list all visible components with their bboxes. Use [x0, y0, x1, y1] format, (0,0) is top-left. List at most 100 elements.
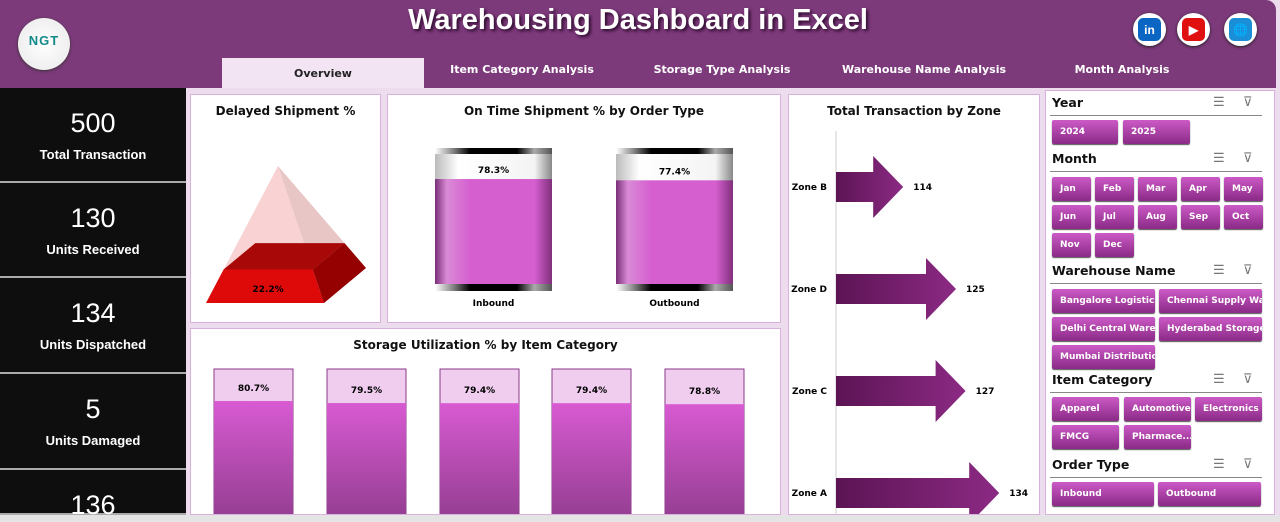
kpi-card: 500 Total Transaction — [0, 88, 186, 183]
cylinder-cap — [616, 148, 733, 154]
pyramid-slice-top — [223, 243, 345, 270]
linkedin-button[interactable]: in — [1133, 13, 1166, 46]
on-time-chart: 78.3% Inbound 77.4% Outbound — [435, 148, 733, 309]
multi-select-icon[interactable]: ☰ — [1213, 371, 1225, 386]
kpi-value: 134 — [70, 298, 116, 328]
slicer-item[interactable]: Mumbai Distributio... — [1052, 345, 1155, 369]
header-bar — [0, 0, 1276, 88]
arrow-bar — [836, 462, 1000, 514]
chart-title: On Time Shipment % by Order Type — [463, 104, 705, 118]
arrow-bar — [836, 360, 966, 422]
slicer-item[interactable]: Automotive — [1124, 397, 1191, 421]
slicer-title: Order Type — [1052, 457, 1130, 472]
slicer-item[interactable]: Hyderabad Storage ... — [1159, 317, 1262, 341]
kpi-label: Units Damaged — [45, 433, 141, 448]
slicer-item[interactable]: Inbound — [1052, 482, 1154, 506]
on-time-shipment-panel: On Time Shipment % by Order Type 78.3% In… — [387, 94, 781, 323]
tab-item-category-analysis[interactable]: Item Category Analysis — [450, 63, 594, 76]
zone-chart: Zone B 114 Zone D 125 Zone C 127 Zone A 134 — [791, 131, 1028, 514]
cylinder-base — [616, 284, 733, 291]
logo-text: NGT — [28, 33, 60, 48]
clear-filter-icon[interactable]: ⊽ — [1243, 371, 1253, 386]
slicer-item[interactable]: 2024 — [1052, 120, 1118, 144]
slicer-item[interactable]: Sep — [1181, 205, 1220, 229]
delayed-shipment-panel: Delayed Shipment % 22.2% — [190, 94, 381, 323]
multi-select-icon[interactable]: ☰ — [1213, 150, 1225, 165]
slicer-item[interactable]: Pharmace... — [1124, 425, 1191, 449]
storage-chart: 80.7% 79.5% 79.4% 79.4% 78.8% — [213, 368, 745, 514]
tab-month-analysis[interactable]: Month Analysis — [1074, 63, 1170, 76]
slicer-item[interactable]: Bangalore Logistics ... — [1052, 289, 1155, 313]
globe-icon: 🌐 — [1229, 18, 1252, 41]
slicer-item[interactable]: FMCG — [1052, 425, 1119, 449]
kpi-label: Units Received — [46, 242, 140, 257]
sheet-tab-bar[interactable] — [0, 515, 1280, 522]
slicer-item[interactable]: Aug — [1138, 205, 1177, 229]
slicer-item[interactable]: Mar — [1138, 177, 1177, 201]
pyramid-slice-side — [312, 243, 366, 303]
data-label: 79.4% — [464, 386, 495, 396]
data-label: 79.5% — [351, 386, 382, 396]
slicer-divider — [1050, 477, 1262, 478]
tab-warehouse-name-analysis[interactable]: Warehouse Name Analysis — [841, 63, 1007, 76]
data-label: 80.7% — [238, 384, 269, 394]
slicer-title: Year — [1052, 95, 1083, 110]
data-label: 78.3% — [478, 166, 509, 176]
data-label: 78.8% — [689, 387, 720, 397]
tab-overview[interactable]: Overview — [222, 58, 424, 88]
page-title: Warehousing Dashboard in Excel — [408, 4, 868, 36]
slicer-item[interactable]: Feb — [1095, 177, 1134, 201]
kpi-label: Units Dispatched — [39, 337, 147, 352]
category-label: Zone B — [792, 183, 827, 193]
data-label: 22.2% — [252, 285, 283, 295]
clear-filter-icon[interactable]: ⊽ — [1243, 262, 1253, 277]
category-label: Zone C — [792, 387, 827, 397]
slicer-item[interactable]: Electronics — [1195, 397, 1262, 421]
multi-select-icon[interactable]: ☰ — [1213, 262, 1225, 277]
pyramid-slice-front — [206, 269, 324, 303]
slicer-divider — [1050, 115, 1262, 116]
slicer-item[interactable]: Apr — [1181, 177, 1220, 201]
multi-select-icon[interactable]: ☰ — [1213, 456, 1225, 471]
kpi-label: Total Transaction — [39, 147, 147, 162]
slicer-divider — [1050, 392, 1262, 393]
slicer-item[interactable]: Oct — [1224, 205, 1263, 229]
clear-filter-icon[interactable]: ⊽ — [1243, 94, 1253, 109]
slicer-item[interactable]: Dec — [1095, 233, 1134, 257]
slicer-item[interactable]: Jul — [1095, 205, 1134, 229]
ngt-logo: NGT — [18, 18, 70, 70]
data-label: 134 — [1009, 489, 1028, 499]
slicer-item[interactable]: Delhi Central Ware... — [1052, 317, 1155, 341]
bar — [665, 404, 744, 514]
bar-inbound — [435, 179, 552, 291]
clear-filter-icon[interactable]: ⊽ — [1243, 456, 1253, 471]
youtube-icon: ▶ — [1182, 18, 1205, 41]
category-label: Inbound — [473, 299, 515, 309]
tab-storage-type-analysis[interactable]: Storage Type Analysis — [653, 63, 791, 76]
data-label: 125 — [966, 285, 985, 295]
storage-utilization-panel: Storage Utilization % by Item Category 8… — [190, 328, 781, 515]
slicer-title: Item Category — [1052, 372, 1153, 387]
slicer-item[interactable]: Apparel — [1052, 397, 1119, 421]
slicer-item[interactable]: Nov — [1052, 233, 1091, 257]
category-label: Outbound — [649, 299, 699, 309]
youtube-button[interactable]: ▶ — [1177, 13, 1210, 46]
multi-select-icon[interactable]: ☰ — [1213, 94, 1225, 109]
kpi-card: 130 Units Received — [0, 183, 186, 278]
slicer-item[interactable]: May — [1224, 177, 1263, 201]
slicer-item[interactable]: Jan — [1052, 177, 1091, 201]
category-label: Zone A — [792, 489, 827, 499]
clear-filter-icon[interactable]: ⊽ — [1243, 150, 1253, 165]
bar — [552, 403, 631, 514]
zone-panel: Total Transaction by Zone Zone B 114 Zone … — [788, 94, 1040, 515]
chart-title: Delayed Shipment % — [215, 104, 356, 118]
slicer-item[interactable]: Chennai Supply Wa... — [1159, 289, 1262, 313]
slicer-item[interactable]: Outbound — [1158, 482, 1261, 506]
slicer-divider — [1050, 283, 1262, 284]
category-label: Zone D — [791, 285, 827, 295]
globe-button[interactable]: 🌐 — [1224, 13, 1257, 46]
slicer-item[interactable]: 2025 — [1123, 120, 1190, 144]
slicer-title: Warehouse Name — [1052, 263, 1176, 278]
cylinder-cap — [435, 148, 552, 154]
slicer-item[interactable]: Jun — [1052, 205, 1091, 229]
